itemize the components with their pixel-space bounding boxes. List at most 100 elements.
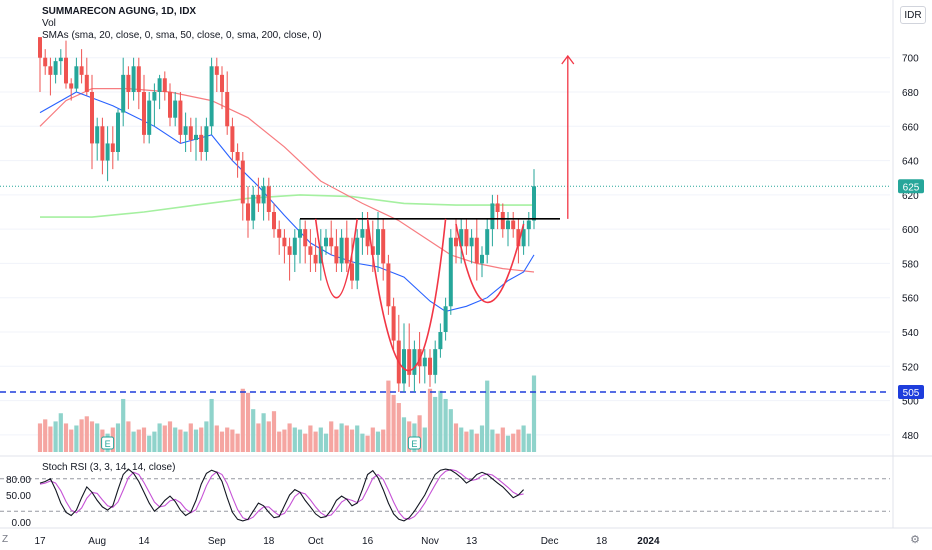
volume-bar bbox=[318, 427, 323, 452]
candle bbox=[69, 78, 74, 101]
candle bbox=[313, 237, 318, 272]
candle bbox=[256, 177, 261, 212]
price-tick-label: 540 bbox=[902, 328, 919, 339]
volume-bar bbox=[453, 423, 459, 452]
price-tick-label: 620 bbox=[902, 191, 919, 202]
candle-body bbox=[516, 229, 521, 247]
volume-bar bbox=[157, 423, 162, 452]
volume-bar bbox=[401, 417, 407, 452]
candle bbox=[433, 340, 438, 384]
volume-bar bbox=[323, 433, 329, 452]
volume-legend[interactable]: Vol bbox=[42, 18, 56, 29]
candle-body bbox=[329, 237, 334, 247]
candle-body bbox=[303, 229, 308, 247]
candle-body bbox=[360, 229, 365, 238]
candle bbox=[152, 83, 157, 127]
candle bbox=[282, 229, 287, 264]
candle bbox=[105, 126, 110, 182]
candle-body bbox=[381, 229, 386, 264]
candle-body bbox=[298, 229, 302, 238]
candle-body bbox=[235, 152, 240, 161]
candle-body bbox=[225, 92, 230, 127]
candle bbox=[339, 229, 344, 272]
volume-bar bbox=[266, 421, 271, 452]
pattern-arc bbox=[366, 218, 447, 372]
volume-bar bbox=[427, 388, 433, 452]
candle-body bbox=[152, 92, 157, 101]
stoch-rsi-k-line bbox=[39, 468, 524, 522]
rsi-tick-label: 80.00 bbox=[6, 475, 31, 486]
candle bbox=[209, 57, 214, 135]
volume-bar bbox=[448, 409, 453, 452]
candle bbox=[396, 314, 401, 392]
sma-legend[interactable]: SMAs (sma, 20, close, 0, sma, 50, close,… bbox=[42, 30, 322, 41]
candle bbox=[74, 57, 79, 92]
currency-badge[interactable]: IDR bbox=[900, 6, 926, 24]
gear-icon[interactable]: ⚙ bbox=[910, 534, 920, 546]
candle-body bbox=[495, 203, 500, 212]
price-tick-label: 660 bbox=[902, 122, 919, 133]
price-tick-label: 600 bbox=[902, 225, 919, 236]
candle-body bbox=[240, 160, 245, 204]
candle-body bbox=[157, 78, 162, 92]
candle-body bbox=[43, 57, 48, 67]
chart-title: SUMMARECON AGUNG, 1D, IDX bbox=[42, 6, 197, 17]
candle-body bbox=[292, 237, 297, 255]
candle bbox=[506, 212, 510, 247]
candle-body bbox=[386, 263, 391, 307]
volume-bar bbox=[485, 380, 490, 452]
candle bbox=[526, 212, 531, 247]
candle bbox=[287, 237, 292, 281]
candle-body bbox=[428, 357, 432, 375]
time-tick-label: Dec bbox=[541, 536, 559, 547]
candle bbox=[324, 229, 328, 255]
candle bbox=[266, 177, 271, 221]
candle-body bbox=[142, 92, 146, 135]
candle-body bbox=[95, 126, 100, 144]
candle-body bbox=[282, 237, 287, 247]
volume-bar bbox=[282, 429, 287, 452]
volume-bar bbox=[89, 421, 95, 452]
candle-body bbox=[116, 112, 120, 152]
candle-body bbox=[433, 349, 438, 375]
volume-bar bbox=[230, 429, 235, 452]
volume-bar bbox=[329, 421, 334, 452]
volume-bar bbox=[162, 425, 167, 452]
candle bbox=[110, 126, 115, 170]
volume-bar bbox=[360, 433, 365, 452]
volume-bar bbox=[297, 429, 303, 452]
candle bbox=[225, 71, 230, 135]
candle bbox=[303, 220, 308, 264]
candle-body bbox=[532, 186, 536, 221]
candle-body bbox=[204, 126, 209, 152]
candle-body bbox=[136, 66, 141, 92]
stoch-rsi-legend[interactable]: Stoch RSI (3, 3, 14, 14, close) bbox=[42, 462, 176, 473]
candle-body bbox=[105, 143, 110, 161]
current-price-tag-bg bbox=[898, 179, 924, 194]
candle bbox=[194, 117, 198, 161]
volume-bar bbox=[256, 423, 261, 452]
volume-bar bbox=[183, 431, 188, 452]
volume-bar bbox=[126, 421, 131, 452]
pattern-arc bbox=[455, 223, 525, 304]
candle-body bbox=[469, 237, 474, 247]
candle bbox=[511, 212, 516, 238]
candle-body bbox=[256, 194, 261, 204]
timezone-corner-label[interactable]: Z bbox=[2, 534, 9, 545]
volume-bar bbox=[516, 429, 521, 452]
volume-bar bbox=[37, 423, 43, 452]
volume-bar bbox=[225, 427, 230, 452]
candle-body bbox=[287, 246, 292, 255]
candle bbox=[490, 194, 495, 247]
candle bbox=[391, 297, 396, 350]
volume-bar bbox=[313, 431, 318, 452]
candle bbox=[162, 71, 167, 101]
volume-bar bbox=[339, 423, 344, 452]
candle bbox=[199, 126, 204, 161]
candle-body bbox=[126, 74, 131, 92]
volume-bar bbox=[271, 411, 277, 452]
volume-bar bbox=[58, 413, 63, 452]
candle-body bbox=[448, 237, 453, 307]
time-tick-label: 18 bbox=[263, 536, 275, 547]
